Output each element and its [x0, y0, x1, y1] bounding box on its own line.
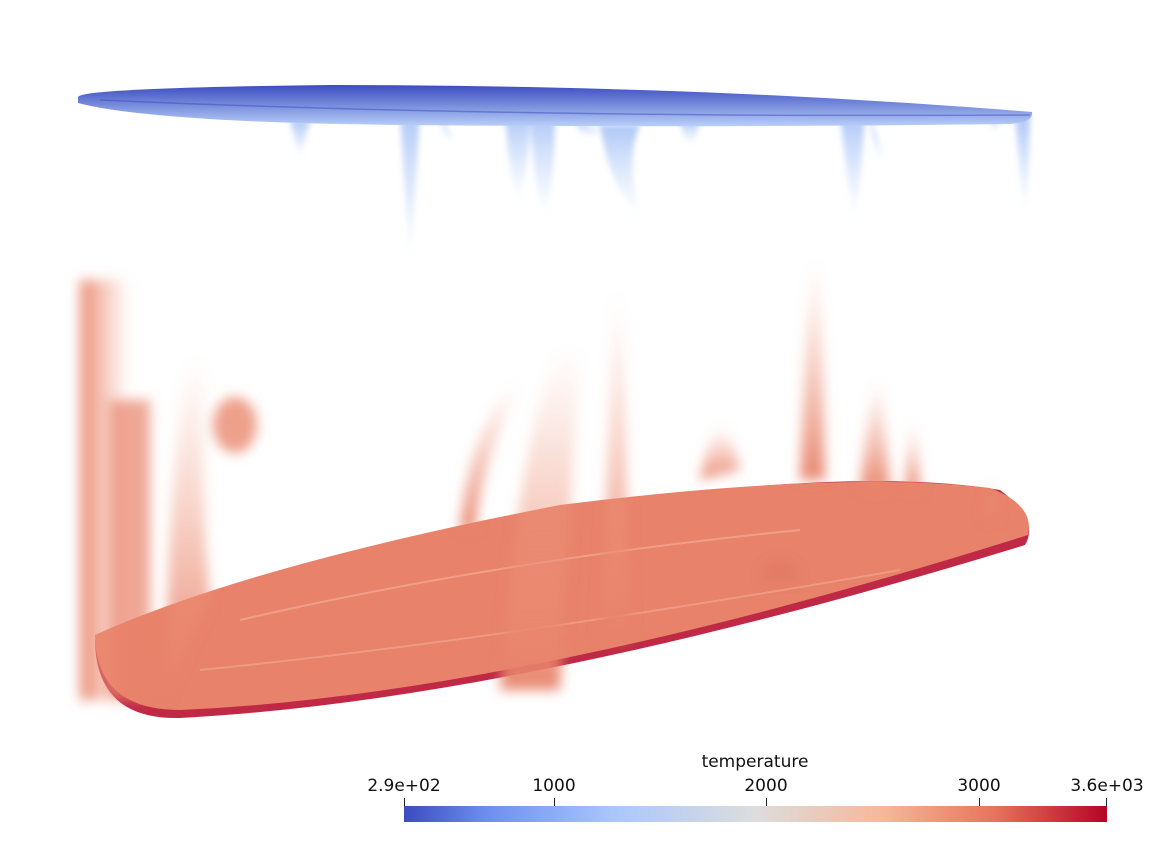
colorbar-tick — [766, 798, 767, 810]
colorbar-tick — [1106, 798, 1107, 810]
hot-wall-plumes — [80, 260, 996, 700]
colorbar-tick-label: 3.6e+03 — [1070, 776, 1144, 796]
colorbar-gradient — [404, 806, 1107, 822]
colorbar-legend: temperature 2.9e+02 1000 2000 3000 3.6e+… — [360, 748, 1150, 828]
colorbar-title: temperature — [701, 752, 809, 772]
colorbar-tick-label: 2.9e+02 — [367, 776, 441, 796]
colorbar-tick — [979, 798, 980, 810]
colorbar-tick — [554, 798, 555, 810]
volume-render-cylinder — [78, 85, 1033, 719]
colorbar-tick-label: 2000 — [744, 776, 788, 796]
colorbar-tick — [404, 798, 405, 810]
colorbar-tick-label: 3000 — [957, 776, 1001, 796]
cold-top-layer — [78, 85, 1033, 265]
colorbar-tick-label: 1000 — [532, 776, 576, 796]
